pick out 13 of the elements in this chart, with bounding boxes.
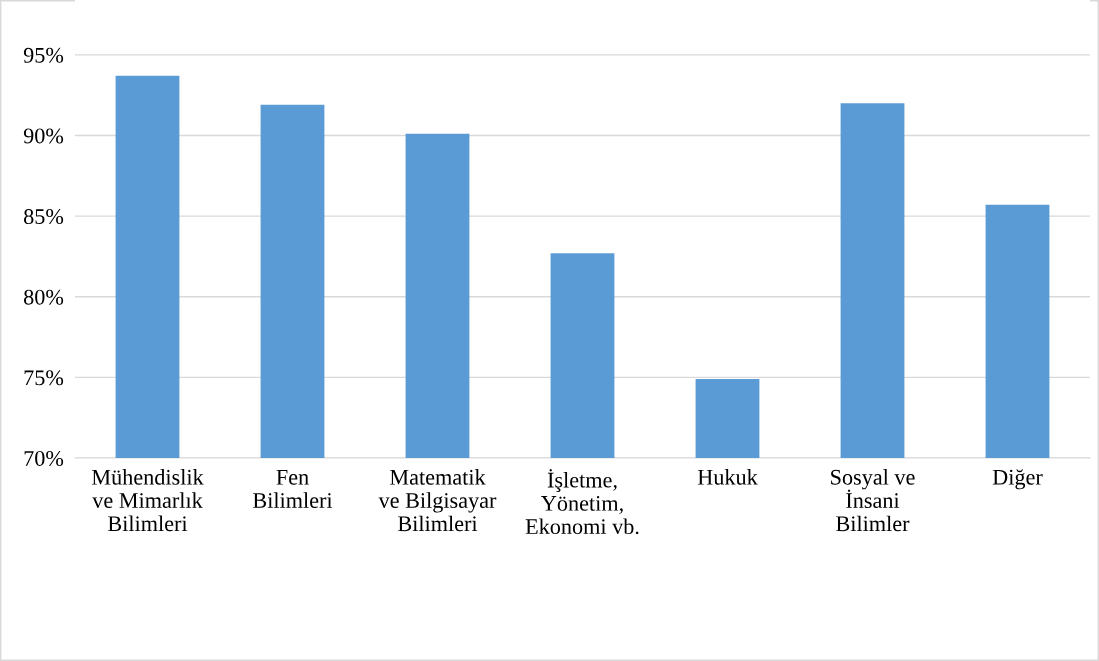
- y-tick-label: 80%: [24, 289, 64, 305]
- y-tick-label: 90%: [23, 128, 64, 144]
- y-tick-label: 85%: [24, 209, 64, 225]
- x-tick-label: İşletme, Yönetim, Ekonomi vb.: [525, 469, 639, 535]
- x-tick-label: Sosyal ve İnsani Bilimler: [831, 469, 915, 532]
- x-tick-label: Mühendislik ve Mimarlık Bilimleri: [91, 469, 204, 532]
- x-tick-label: Fen Bilimleri: [253, 469, 333, 508]
- x-tick-label: Matematik ve Bilgisayar Bilimleri: [378, 469, 497, 532]
- x-tick-label: Diğer: [992, 469, 1043, 490]
- y-tick-label: 95%: [23, 47, 64, 63]
- x-tick-label: Hukuk: [697, 469, 758, 485]
- y-tick-label: 75%: [24, 370, 64, 386]
- y-tick-label: 70%: [24, 450, 64, 466]
